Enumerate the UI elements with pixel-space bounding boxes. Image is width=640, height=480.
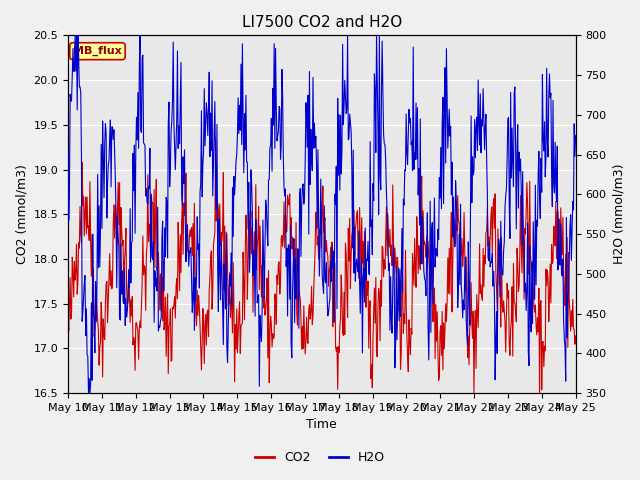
Y-axis label: CO2 (mmol/m3): CO2 (mmol/m3) xyxy=(15,164,28,264)
Text: MB_flux: MB_flux xyxy=(73,46,122,56)
Legend: CO2, H2O: CO2, H2O xyxy=(250,446,390,469)
Title: LI7500 CO2 and H2O: LI7500 CO2 and H2O xyxy=(242,15,402,30)
X-axis label: Time: Time xyxy=(307,419,337,432)
Y-axis label: H2O (mmol/m3): H2O (mmol/m3) xyxy=(612,164,625,264)
